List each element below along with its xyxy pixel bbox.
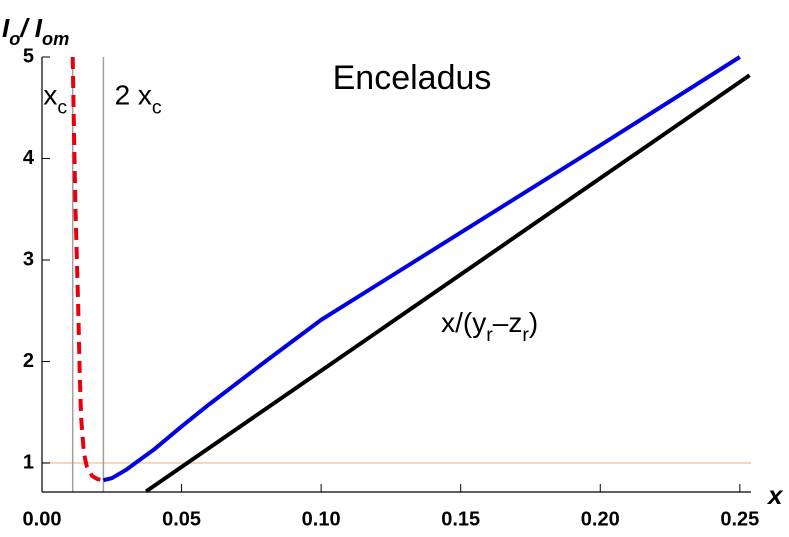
- y-tick-label: 2: [23, 350, 34, 372]
- line-series: [102, 55, 741, 483]
- x-tick-label: 0.05: [162, 508, 201, 530]
- line-series: [70, 56, 104, 483]
- subscript: o: [9, 29, 20, 49]
- y-tick-label: 4: [23, 147, 35, 169]
- x-tick-label: 0.10: [302, 508, 341, 530]
- x-tick-label: 0.20: [581, 508, 620, 530]
- y-tick-label: 3: [23, 248, 34, 270]
- line-series: [144, 73, 751, 494]
- subscript: c: [152, 97, 162, 119]
- annotation: x/(yr–zr): [441, 307, 538, 346]
- subscript: om: [42, 29, 69, 49]
- subscript: c: [57, 97, 67, 119]
- annotation: xc: [43, 80, 67, 119]
- y-axis-label: Io/ Iom: [2, 13, 69, 49]
- y-tick-label: 5: [23, 45, 34, 67]
- text-part: x: [43, 80, 57, 111]
- text-part: ): [529, 307, 538, 338]
- text-part: 2 x: [115, 80, 152, 111]
- text-part: –z: [493, 307, 523, 338]
- x-tick-label: 0.25: [720, 508, 759, 530]
- chart-title: Enceladus: [333, 59, 492, 97]
- x-axis-label: x: [766, 480, 784, 510]
- x-tick-label: 0.15: [441, 508, 480, 530]
- annotation: 2 xc: [115, 80, 162, 119]
- text-part: I: [2, 13, 10, 43]
- text-part: / I: [19, 13, 42, 43]
- x-tick-label: 0.00: [23, 508, 62, 530]
- subscript: r: [522, 324, 529, 346]
- subscript: r: [486, 324, 493, 346]
- y-tick-label: 1: [23, 451, 34, 473]
- text-part: x/(y: [441, 307, 486, 338]
